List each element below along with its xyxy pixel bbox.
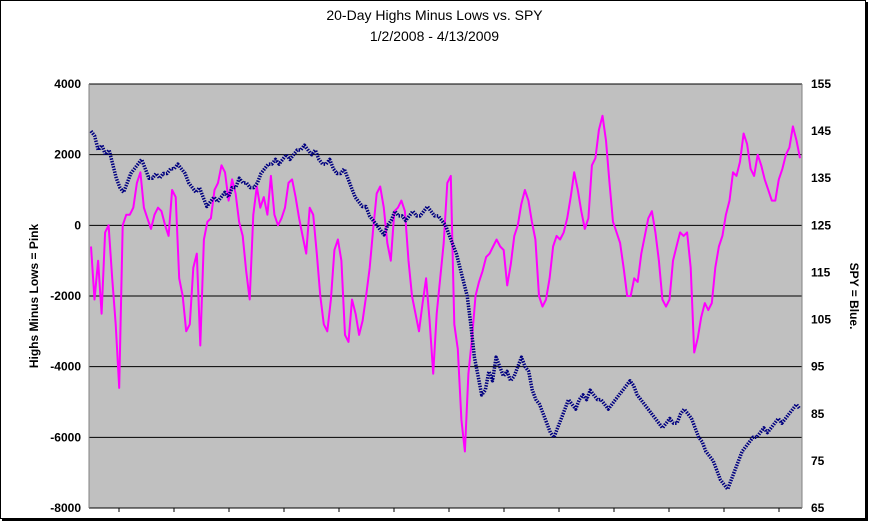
x-axis-ticks — [118, 508, 780, 512]
series-line-highs-minus-lows — [90, 114, 801, 453]
right-tick-label: 65 — [811, 501, 825, 515]
right-tick-label: 115 — [811, 265, 831, 279]
left-tick-label: 2000 — [54, 148, 81, 162]
right-tick-label: 95 — [811, 360, 825, 374]
right-tick-label: 75 — [811, 454, 825, 468]
right-tick-label: 145 — [811, 124, 831, 138]
right-tick-label: 155 — [811, 77, 831, 91]
left-axis-ticks: 4000 2000 0 -2000 -4000 -6000 -8000 — [50, 77, 81, 515]
right-tick-label: 135 — [811, 171, 831, 185]
right-axis-title: SPY = Blue. — [847, 263, 861, 330]
right-tick-label: 85 — [811, 407, 825, 421]
chart-title: 20-Day Highs Minus Lows vs. SPY — [326, 7, 543, 23]
right-axis-ticks: 155 145 135 125 115 105 95 85 75 65 — [811, 77, 831, 515]
left-tick-label: -4000 — [50, 360, 81, 374]
left-tick-label: -8000 — [50, 501, 81, 515]
chart-subtitle: 1/2/2008 - 4/13/2009 — [369, 28, 500, 44]
left-tick-label: 4000 — [54, 77, 81, 91]
left-tick-label: 0 — [74, 218, 81, 232]
series-group — [89, 114, 802, 491]
right-tick-label: 125 — [811, 218, 831, 232]
right-tick-label: 105 — [811, 313, 831, 327]
series-line-spy — [89, 130, 802, 491]
left-axis-title: Highs Minus Lows = Pink — [27, 224, 41, 369]
left-tick-label: -2000 — [50, 289, 81, 303]
left-tick-label: -6000 — [50, 430, 81, 444]
